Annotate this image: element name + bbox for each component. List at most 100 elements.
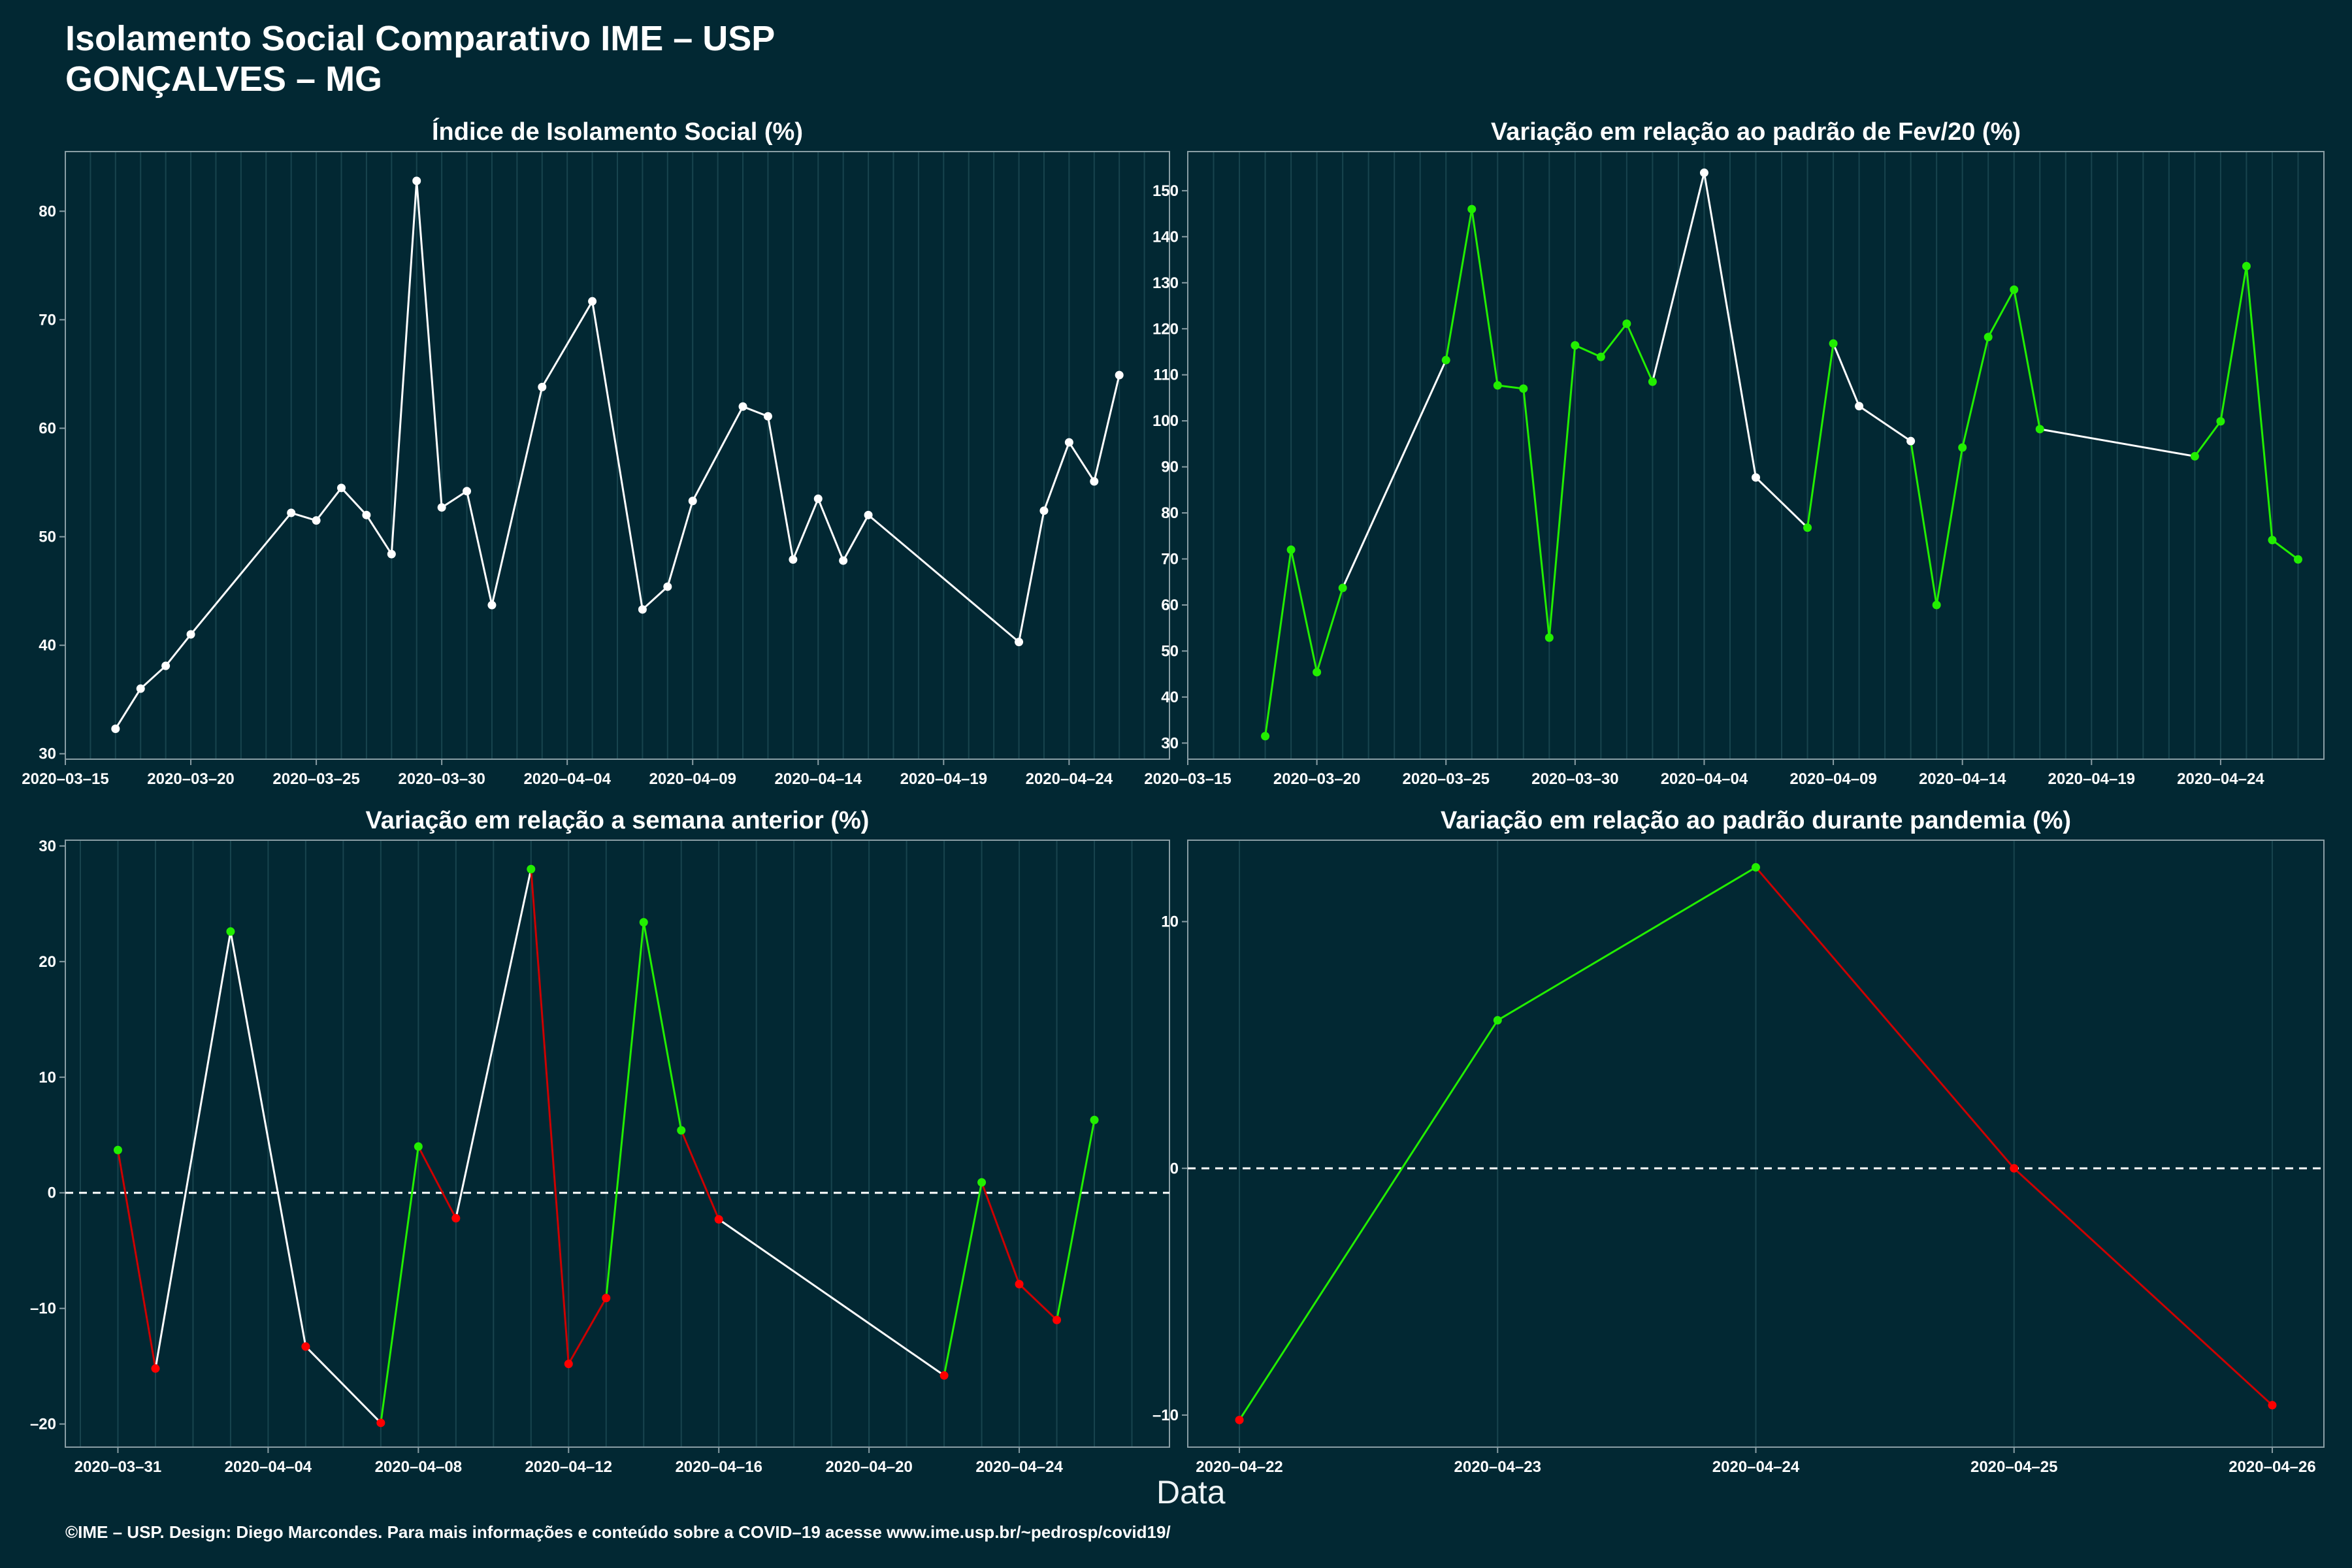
data-point [1622, 319, 1631, 328]
data-point [939, 1371, 949, 1380]
series-segment [229, 930, 307, 1348]
x-tick-label: 2020–04–24 [1712, 1458, 1800, 1476]
series-segment [1043, 441, 1070, 512]
data-point [1493, 381, 1502, 390]
data-point [1855, 402, 1864, 411]
plot-frame [65, 151, 1170, 760]
panel-title: Variação em relação ao padrão de Fev/20 … [1491, 118, 2021, 146]
series-segment [2013, 288, 2041, 431]
panel-title: Variação em relação ao padrão durante pa… [1441, 807, 2071, 834]
series-segment [304, 1345, 382, 1424]
series-segment [1910, 440, 1938, 606]
data-point [1338, 583, 1347, 593]
series-segment [1599, 323, 1628, 358]
series-segment [2271, 539, 2299, 561]
data-point [1803, 523, 1812, 532]
series-segment [139, 664, 167, 690]
data-point [1958, 443, 1967, 452]
series-segment [116, 1149, 157, 1370]
series-segment [1961, 336, 1989, 449]
y-tick-label: 40 [39, 637, 56, 655]
x-tick-label: 2020–04–09 [1789, 770, 1876, 788]
data-point [638, 605, 647, 614]
y-tick-label: 30 [39, 745, 56, 763]
series-segment [2013, 1167, 2274, 1407]
y-tick-label: 0 [1170, 1160, 1179, 1177]
y-tick-label: 40 [1161, 689, 1179, 706]
data-point [1090, 477, 1099, 486]
data-point [738, 402, 747, 411]
series-segment [842, 514, 870, 562]
series-segment [717, 1218, 945, 1377]
y-tick-label: 70 [39, 311, 56, 329]
x-tick-label: 2020–03–15 [22, 770, 108, 788]
y-tick-label: 50 [39, 529, 56, 546]
series-segment [114, 687, 142, 730]
data-point [813, 494, 823, 503]
data-point [1984, 333, 1993, 342]
data-point [763, 412, 772, 421]
series-segment [290, 512, 318, 522]
data-point [1699, 168, 1708, 177]
x-tick-label: 2020–03–25 [272, 770, 359, 788]
x-tick-label: 2020–04–25 [1970, 1458, 2057, 1476]
data-point [1015, 1279, 1024, 1288]
series-segment [1755, 476, 1809, 529]
data-point [602, 1294, 611, 1303]
data-point [1648, 377, 1657, 386]
series-segment [1522, 387, 1550, 639]
x-tick-label: 2020–04–04 [1661, 770, 1748, 788]
series-segment [1018, 1282, 1058, 1321]
data-point [2293, 555, 2302, 564]
y-tick-label: 120 [1152, 320, 1179, 338]
series-segment [189, 512, 293, 636]
series-segment [530, 868, 570, 1365]
data-point [1053, 1315, 1062, 1324]
y-tick-label: 20 [39, 953, 56, 971]
series-segment [440, 490, 468, 509]
series-segment [1703, 171, 1757, 479]
data-point [1829, 339, 1838, 348]
series-segment [981, 1181, 1021, 1285]
shared-x-axis-label: Data [1156, 1474, 1226, 1511]
x-tick-label: 2020–04–04 [523, 770, 611, 788]
data-point [312, 516, 321, 525]
data-point [688, 497, 697, 506]
y-tick-label: –10 [1152, 1407, 1179, 1424]
x-tick-label: 2020–04–09 [649, 770, 736, 788]
data-point [1313, 668, 1322, 677]
y-tick-label: 60 [1161, 596, 1179, 614]
series-segment [1471, 208, 1499, 387]
series-segment [1238, 1019, 1499, 1421]
series-segment [1316, 587, 1344, 674]
series-segment [1264, 548, 1292, 738]
series-segment [1574, 344, 1602, 358]
data-point [186, 630, 195, 639]
series-segment [1496, 384, 1525, 390]
x-tick-label: 2020–04–12 [525, 1458, 612, 1476]
data-point [1090, 1115, 1099, 1124]
series-segment [680, 1129, 720, 1220]
data-point [2035, 425, 2044, 434]
data-point [1261, 732, 1270, 741]
y-tick-label: –20 [30, 1416, 56, 1433]
data-point [1571, 341, 1580, 350]
series-segment [455, 868, 532, 1220]
data-point [2010, 285, 2019, 294]
y-tick-label: 130 [1152, 274, 1179, 292]
data-point [136, 684, 145, 693]
series-segment [2193, 420, 2222, 457]
x-tick-label: 2020–04–08 [375, 1458, 462, 1476]
data-point [412, 176, 421, 186]
data-point [1115, 370, 1124, 380]
data-point [639, 918, 648, 927]
series-segment [1290, 548, 1318, 674]
series-segment [567, 1297, 608, 1365]
data-point [714, 1215, 723, 1224]
data-point [1596, 352, 1605, 361]
chart-panel-3: Variação em relação a semana anterior (%… [30, 807, 1170, 1476]
series-segment [742, 405, 769, 417]
data-point [677, 1126, 686, 1135]
series-segment [154, 930, 232, 1370]
series-segment [466, 490, 493, 606]
